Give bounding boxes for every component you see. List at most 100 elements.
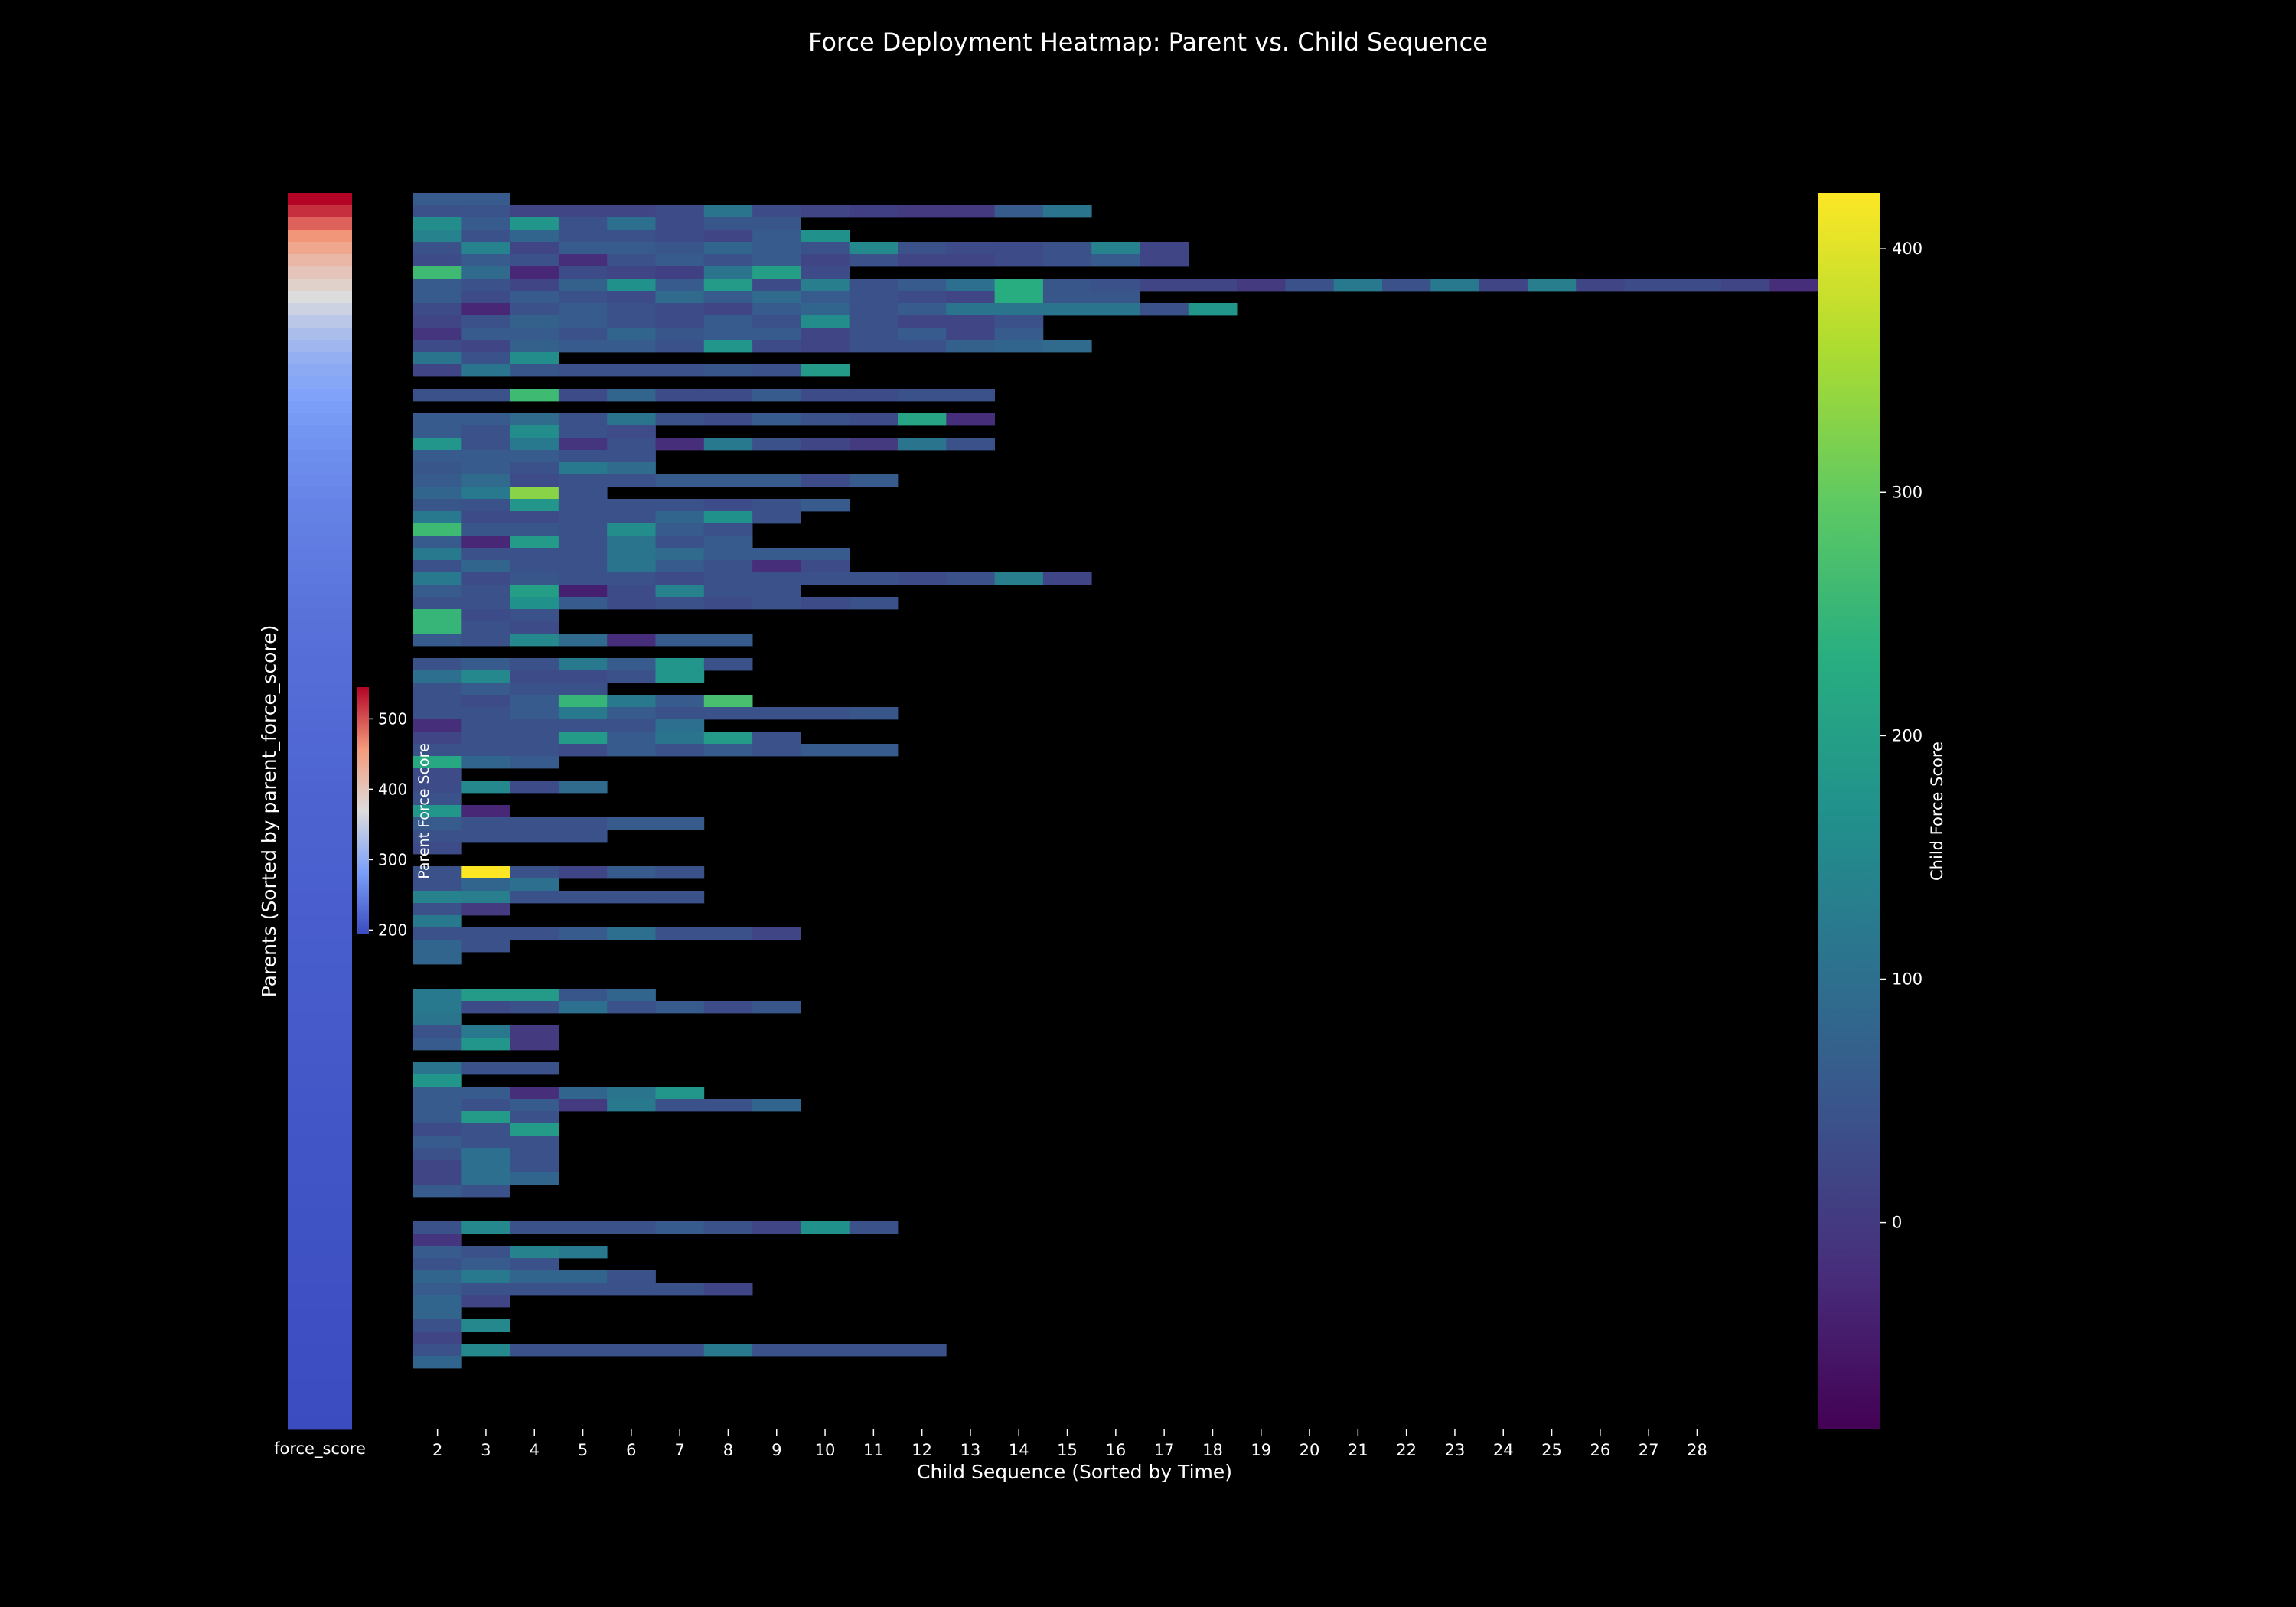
heatmap-cell xyxy=(1140,242,1189,255)
heatmap-cell xyxy=(461,1185,510,1198)
child-colorbar-label: Child Force Score xyxy=(1928,742,1946,881)
parent-score-cell xyxy=(288,1136,352,1149)
heatmap-cell xyxy=(413,891,462,904)
heatmap-cell xyxy=(510,389,559,402)
heatmap-cell xyxy=(413,927,462,940)
heatmap-cell xyxy=(703,266,753,279)
heatmap-cell xyxy=(558,279,608,292)
heatmap-cell xyxy=(946,328,995,341)
heatmap-cell xyxy=(703,328,753,341)
heatmap-cell xyxy=(801,560,850,573)
heatmap-cell xyxy=(607,597,656,610)
heatmap-cell xyxy=(655,523,705,536)
parent-score-cell xyxy=(288,572,352,585)
parent-score-cell xyxy=(288,768,352,781)
heatmap-cell xyxy=(655,670,705,683)
chart-title: Force Deployment Heatmap: Parent vs. Chi… xyxy=(808,28,1488,57)
parent-score-cell xyxy=(288,1111,352,1124)
parent-score-cell xyxy=(288,291,352,304)
heatmap-cell xyxy=(413,523,462,536)
heatmap-cell xyxy=(946,254,995,267)
heatmap-cell xyxy=(558,1283,608,1296)
heatmap-cell xyxy=(994,315,1044,328)
heatmap-cell xyxy=(413,793,462,806)
heatmap-cell xyxy=(946,303,995,316)
heatmap-cell xyxy=(413,878,462,892)
heatmap-cell xyxy=(413,1136,462,1149)
heatmap-cell xyxy=(510,352,559,365)
heatmap-cell xyxy=(558,462,608,475)
heatmap-cell xyxy=(655,572,705,585)
heatmap-cell xyxy=(1769,279,1819,292)
heatmap-cell xyxy=(510,634,559,647)
heatmap-cell xyxy=(703,536,753,549)
heatmap-cell xyxy=(413,1319,462,1332)
parent-score-cell xyxy=(288,744,352,757)
heatmap-cell xyxy=(849,413,899,426)
heatmap-cell xyxy=(752,230,801,243)
heatmap-cell xyxy=(1091,242,1140,255)
heatmap-cell xyxy=(946,389,995,402)
parent-score-cell xyxy=(288,830,352,843)
heatmap-cell xyxy=(558,523,608,536)
parent-score-cell xyxy=(288,585,352,598)
heatmap-cell xyxy=(703,744,753,757)
heatmap-cell xyxy=(607,1270,656,1283)
heatmap-cell xyxy=(413,719,462,732)
heatmap-cell xyxy=(558,719,608,732)
heatmap-cell xyxy=(898,1344,947,1357)
heatmap-cell xyxy=(510,279,559,292)
heatmap-cell xyxy=(1188,279,1238,292)
parent-score-cell xyxy=(288,560,352,573)
x-tick-label: 21 xyxy=(1348,1441,1368,1459)
heatmap-cell xyxy=(898,303,947,316)
heatmap-cell xyxy=(558,560,608,573)
heatmap-cell xyxy=(703,413,753,426)
parent-score-cell xyxy=(288,903,352,916)
heatmap-cell xyxy=(607,719,656,732)
heatmap-cell xyxy=(801,744,850,757)
parent-score-cell xyxy=(288,1246,352,1259)
heatmap-cell xyxy=(752,499,801,512)
heatmap-cell xyxy=(413,254,462,267)
heatmap-cell xyxy=(558,548,608,561)
heatmap-cell xyxy=(461,193,510,206)
heatmap-cell xyxy=(607,303,656,316)
heatmap-cell xyxy=(801,230,850,243)
heatmap-cell xyxy=(413,756,462,769)
heatmap-cell xyxy=(461,266,510,279)
heatmap-cell xyxy=(801,707,850,720)
heatmap-cell xyxy=(703,572,753,585)
heatmap-cell xyxy=(752,707,801,720)
parent-score-cell xyxy=(288,1062,352,1075)
heatmap-cell xyxy=(510,523,559,536)
heatmap-cell xyxy=(461,425,510,438)
heatmap-cell xyxy=(461,927,510,940)
heatmap-cell xyxy=(413,548,462,561)
heatmap-cell xyxy=(1479,279,1528,292)
parent-score-cell xyxy=(288,487,352,500)
parent-score-cell xyxy=(288,658,352,671)
heatmap-cell xyxy=(655,413,705,426)
heatmap-cell xyxy=(607,217,656,230)
heatmap-cell xyxy=(558,707,608,720)
x-tick-label: 23 xyxy=(1445,1441,1466,1459)
heatmap-cell xyxy=(607,536,656,549)
parent-score-cell xyxy=(288,1172,352,1185)
heatmap-cell xyxy=(413,1307,462,1320)
heatmap-cell xyxy=(461,1160,510,1173)
heatmap-cell xyxy=(510,425,559,438)
heatmap-cell xyxy=(801,548,850,561)
heatmap-cell xyxy=(558,1221,608,1234)
heatmap-cell xyxy=(413,695,462,708)
heatmap-cell xyxy=(558,499,608,512)
heatmap-cell xyxy=(558,572,608,585)
heatmap-cell xyxy=(413,940,462,953)
x-tick-label: 4 xyxy=(530,1441,540,1459)
heatmap-cell xyxy=(510,732,559,745)
heatmap-cell xyxy=(801,364,850,377)
heatmap-cell xyxy=(461,523,510,536)
heatmap-cell xyxy=(898,291,947,304)
parent-score-cell xyxy=(288,609,352,622)
